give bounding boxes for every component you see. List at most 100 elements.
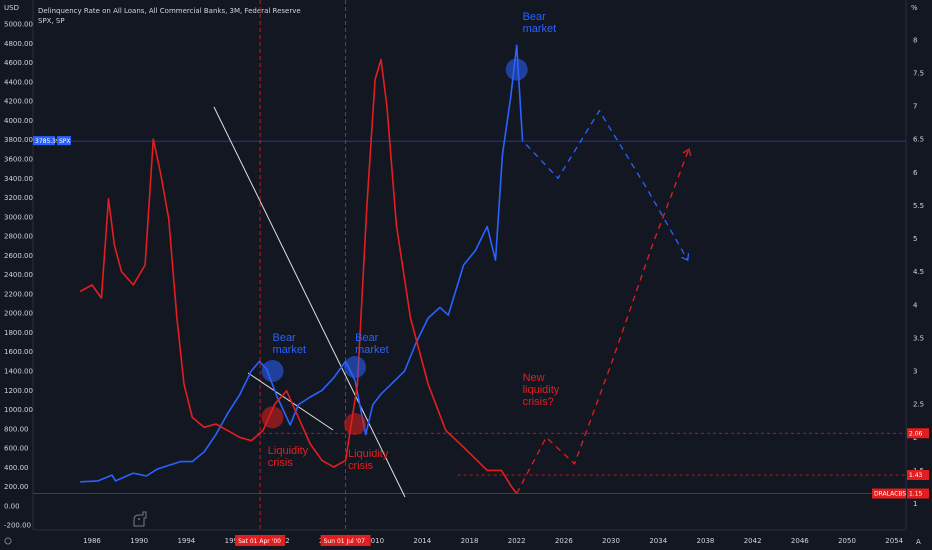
auto-scale-icon[interactable]: A [916,538,921,546]
time-tick-label: 2014 [413,537,431,545]
left-tick-label: 1200.00 [4,387,33,395]
time-tick-label: 2042 [744,537,762,545]
left-tick-label: 400.00 [4,464,29,472]
projection-line-0 [525,109,689,261]
left-tick-label: 3400.00 [4,175,33,183]
time-tick-label: 2038 [697,537,715,545]
left-tick-label: 4400.00 [4,78,33,86]
time-tick-label: 2050 [838,537,856,545]
drate-value-tag-bg [907,488,929,499]
projection-line-1 [516,148,690,494]
right-tick-label: 2.5 [913,401,924,409]
event-markers [261,58,528,435]
level-1-tag-bg [907,428,929,439]
chart-subtitle: SPX, SP [38,17,65,25]
chart-title: Delinquency Rate on All Loans, All Comme… [38,7,301,15]
left-tick-label: 2000.00 [4,310,33,318]
time-tick-label: 2030 [602,537,620,545]
right-tick-label: 6.5 [913,136,924,144]
tradingview-logo-icon [133,511,147,527]
right-tick-label: 7 [913,103,917,111]
axis-tags: 3785.39 SPX 2.06 1.43 1.15 DRALACBS Sat … [33,136,929,546]
spx-name-tag: SPX [59,138,71,145]
left-tick-label: 1000.00 [4,406,33,414]
left-tick-label: 2200.00 [4,290,33,298]
time-tick-label: 1986 [83,537,101,545]
bear-market-marker [505,58,528,81]
left-tick-label: 1600.00 [4,348,33,356]
left-tick-label: 4600.00 [4,59,33,67]
liquidity-crisis-marker [261,406,284,429]
bear-market-marker [344,356,367,379]
date-tag-1: Sat 01 Apr '00 [238,538,281,545]
spx-price-tag-bg [33,136,55,146]
left-tick-label: 2600.00 [4,252,33,260]
time-tick-label: 1990 [130,537,148,545]
time-tick-label: 1998 [225,537,243,545]
annotation-text: Bear market [523,11,557,35]
drate-value-tag: 1.15 [909,491,923,498]
left-tick-label: 5000.00 [4,21,33,29]
drate-name-tag: DRALACBS [874,491,906,498]
annotation-text: Liquidity crisis [348,448,389,472]
date-tag-2-bg [320,535,371,546]
svg-text:A: A [916,538,921,546]
projection-arrowhead-1 [682,148,692,156]
left-tick-label: 3800.00 [4,136,33,144]
annotation-text: Bear market [355,332,389,356]
right-tick-label: 3.5 [913,334,924,342]
left-axis-ticks: 5000.00 4800.00 4600.00 4400.00 4200.00 4000.… [4,21,33,530]
series-line-dralacbs [79,58,518,495]
left-tick-label: 600.00 [4,445,29,453]
right-tick-label: 6 [913,169,918,177]
time-tick-label: 2018 [461,537,479,545]
right-tick-label: 4 [913,301,918,309]
bear-market-marker [261,360,284,382]
time-tick-label: 2034 [649,537,667,545]
spx-name-tag-bg [57,136,71,146]
left-tick-label: 800.00 [4,425,29,433]
left-tick-label: 1400.00 [4,368,33,376]
trendline-long [213,106,406,498]
spx-price-tag: 3785.39 [35,138,60,145]
annotation-text: New liquidity crisis? [523,372,560,408]
left-tick-label: 0.00 [4,502,20,510]
left-tick-label: 3600.00 [4,156,33,164]
right-tick-label: 7.5 [913,69,924,77]
left-unit: USD [4,4,19,12]
time-tick-label: 2010 [366,537,384,545]
left-tick-label: 2400.00 [4,271,33,279]
right-tick-label: 4.5 [913,268,924,276]
left-tick-label: 4800.00 [4,40,33,48]
left-tick-label: 3200.00 [4,194,33,202]
right-tick-label: 8 [913,36,917,44]
drate-name-tag-bg [872,488,906,499]
settings-gear-icon[interactable] [4,537,12,545]
left-tick-label: 4200.00 [4,98,33,106]
annotation-text: Liquidity crisis [268,445,309,469]
left-tick-label: 200.00 [4,483,29,491]
date-tag-1-bg [235,535,286,546]
left-tick-label: -200.00 [4,522,31,530]
right-unit: % [911,4,918,12]
series-layer [79,44,692,495]
time-tick-label: 1994 [177,537,195,545]
date-tag-2: Sun 01 Jul '07 [324,538,365,545]
annotation-text: Bear market [272,332,306,356]
level-1-tag: 2.06 [909,430,923,437]
right-tick-label: 5.5 [913,202,924,210]
time-tick-label: 2022 [508,537,526,545]
level-2-tag: 1.43 [909,472,923,479]
left-tick-label: 4000.00 [4,117,33,125]
liquidity-crisis-marker [344,413,367,435]
time-tick-label: 2026 [555,537,573,545]
left-tick-label: 3000.00 [4,213,33,221]
annotation-layer: Bear market Bear market Bear market Liquidity c… [268,11,560,472]
right-tick-label: 5 [913,235,917,243]
right-tick-label: 3 [913,368,917,376]
series-line-spx [80,44,524,483]
right-tick-label: 1 [913,500,917,508]
